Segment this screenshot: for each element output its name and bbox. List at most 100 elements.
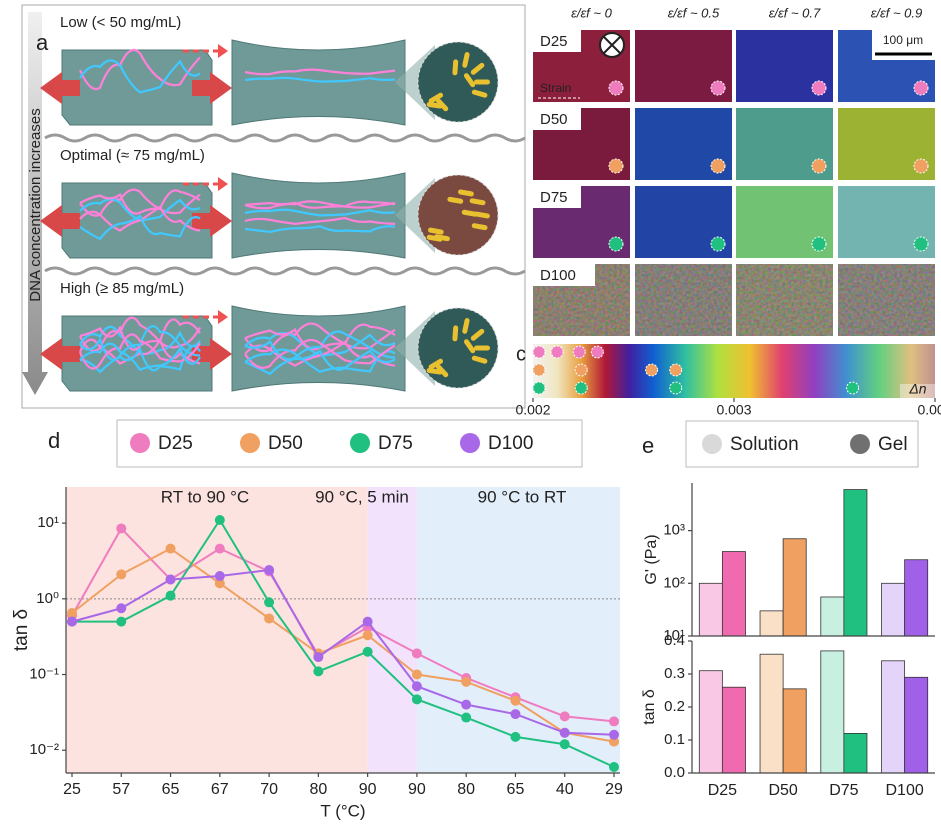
data-point (560, 711, 570, 721)
y-tick-label: 10⁻² (29, 741, 59, 758)
x-tick-label: 0.003 (716, 402, 751, 418)
retardation-dot (533, 382, 545, 394)
x-tick-label: 90 (408, 781, 426, 798)
legend-label: D100 (488, 433, 533, 454)
legend-label: Gel (878, 434, 908, 455)
data-point (116, 603, 126, 613)
retardation-dot (533, 364, 545, 376)
legend-marker (850, 434, 870, 454)
x-tick-label: 57 (112, 781, 130, 798)
retardation-dot (914, 81, 928, 95)
bar (699, 671, 722, 773)
legend-marker (240, 433, 260, 453)
strain-label: Strain (540, 81, 571, 95)
bar (722, 687, 745, 773)
data-point (560, 739, 570, 749)
panel-label: d (48, 428, 60, 453)
data-point (166, 574, 176, 584)
retardation-dot (914, 159, 928, 173)
x-tick-label: D25 (708, 782, 737, 799)
y-axis-label: tan δ (11, 609, 32, 651)
legend-marker (130, 433, 150, 453)
data-point (363, 630, 373, 640)
data-point (313, 652, 323, 662)
data-point (215, 515, 225, 525)
annotation: 90 °C, 5 min (315, 487, 409, 506)
row-label: Optimal (≈ 75 mg/mL) (60, 147, 205, 164)
figure: DNA concentration increasesLow (< 50 mg/… (0, 0, 941, 824)
data-point (67, 608, 77, 618)
x-tick-label: 65 (507, 781, 525, 798)
panel-a: DNA concentration increasesLow (< 50 mg/… (22, 12, 525, 395)
y-axis-label: tan δ (641, 689, 658, 725)
micrograph (635, 264, 732, 336)
bar (844, 733, 867, 773)
legend-marker (350, 433, 370, 453)
data-point (461, 700, 471, 710)
x-tick-label: 40 (556, 781, 574, 798)
column-header: ε/εf ~ 0.5 (668, 5, 720, 20)
data-point (215, 571, 225, 581)
data-point (116, 617, 126, 627)
legend-label: D75 (378, 433, 413, 454)
region (66, 487, 368, 773)
data-point (609, 730, 619, 740)
data-point (264, 597, 274, 607)
retardation-dot (591, 346, 603, 358)
retardation-dot (812, 237, 826, 251)
y-tick-label: 0.3 (664, 665, 685, 682)
x-tick-label: 80 (309, 781, 327, 798)
bar (844, 490, 867, 636)
y-tick-label: 10¹ (37, 514, 59, 531)
retardation-dot (609, 159, 623, 173)
retardation-dot (575, 382, 587, 394)
x-tick-label: 67 (211, 781, 229, 798)
x-tick-label: 0.004 (917, 402, 941, 418)
column-header: ε/εf ~ 0 (571, 5, 612, 20)
y-tick-label: 10⁰ (36, 590, 59, 607)
row-label: D25 (540, 33, 568, 50)
bar (699, 583, 722, 636)
legend-label: D50 (268, 433, 303, 454)
bar (905, 560, 928, 636)
retardation-dot (609, 237, 623, 251)
bar (905, 677, 928, 773)
nanorod (474, 80, 490, 85)
bar (783, 539, 806, 636)
x-tick-label: 65 (162, 781, 180, 798)
retardation-dot (711, 159, 725, 173)
data-point (412, 648, 422, 658)
y-tick-label: 10⁻¹ (29, 665, 59, 682)
panel-label: a (36, 30, 49, 55)
panel-label: e (642, 433, 654, 458)
retardation-dot (711, 237, 725, 251)
data-point (560, 728, 570, 738)
panel-label: c (516, 343, 526, 365)
retardation-dot (914, 237, 928, 251)
annotation: 90 °C to RT (478, 487, 567, 506)
gel-block (62, 50, 212, 125)
row-label: Low (< 50 mg/mL) (60, 14, 181, 31)
data-point (412, 681, 422, 691)
column-header: ε/εf ~ 0.7 (769, 5, 821, 20)
data-point (510, 696, 520, 706)
retardation-dot (575, 364, 587, 376)
legend-label: Solution (730, 434, 799, 455)
retardation-dot (812, 159, 826, 173)
retardation-dot (670, 382, 682, 394)
retardation-dot (670, 364, 682, 376)
retardation-dot (711, 81, 725, 95)
bar (760, 654, 783, 773)
y-tick-label: 10³ (663, 522, 685, 539)
retardation-dot (551, 346, 563, 358)
data-point (116, 569, 126, 579)
bar (783, 689, 806, 773)
micrograph (838, 264, 935, 336)
data-point (363, 647, 373, 657)
data-point (166, 591, 176, 601)
y-tick-label: 0.1 (664, 731, 685, 748)
data-point (313, 666, 323, 676)
data-point (215, 544, 225, 554)
x-tick-label: 80 (457, 781, 475, 798)
row-label: High (≥ 85 mg/mL) (60, 280, 184, 297)
